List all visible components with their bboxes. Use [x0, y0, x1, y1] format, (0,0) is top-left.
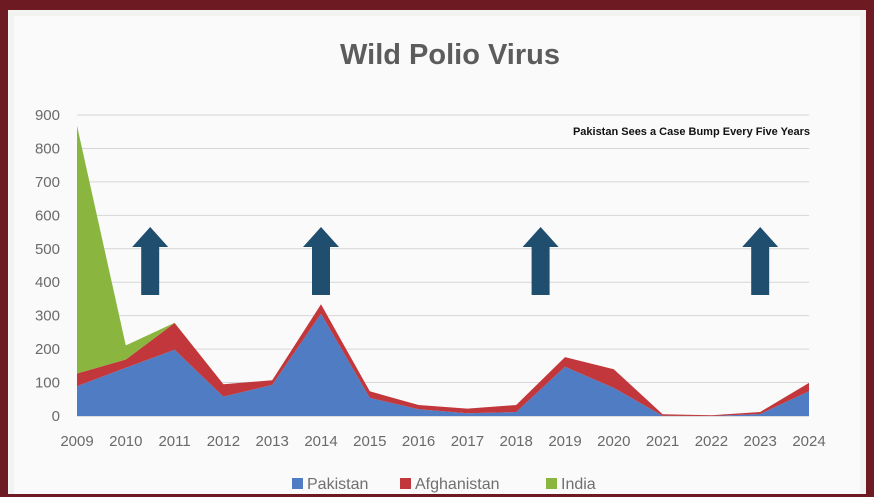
y-tick-label: 500: [35, 241, 60, 258]
x-tick-label: 2010: [109, 433, 142, 450]
x-tick-label: 2022: [695, 433, 728, 450]
y-tick-label: 0: [52, 408, 60, 425]
x-tick-label: 2014: [304, 433, 337, 450]
x-tick-label: 2015: [353, 433, 386, 450]
y-tick-label: 900: [35, 107, 60, 124]
y-tick-label: 100: [35, 375, 60, 392]
y-tick-label: 400: [35, 274, 60, 291]
x-tick-label: 2021: [646, 433, 679, 450]
x-tick-label: 2009: [60, 433, 93, 450]
up-arrow-icon: [742, 227, 779, 295]
up-arrow-icon: [303, 227, 339, 295]
chart-title: Wild Polio Virus: [340, 39, 560, 71]
x-tick-label: 2013: [256, 433, 289, 450]
chart-annotation: Pakistan Sees a Case Bump Every Five Yea…: [573, 126, 810, 138]
x-tick-label: 2023: [744, 433, 777, 450]
y-tick-label: 800: [35, 140, 60, 157]
legend-label-india: India: [561, 476, 596, 493]
y-tick-label: 700: [35, 174, 60, 191]
up-arrow-icon: [522, 227, 559, 295]
x-tick-label: 2018: [500, 433, 533, 450]
x-tick-label: 2020: [597, 433, 630, 450]
y-tick-label: 300: [35, 308, 60, 325]
area-series-afghanistan: [77, 304, 809, 416]
slide-frame: Wild Polio Virus Pakistan Sees a Case Bu…: [8, 10, 866, 494]
area-series-pakistan: [77, 313, 809, 416]
legend-swatch-india: [546, 478, 557, 489]
legend-label-afghanistan: Afghanistan: [415, 476, 500, 493]
x-tick-label: 2017: [451, 433, 484, 450]
polio-chart: Wild Polio Virus Pakistan Sees a Case Bu…: [35, 39, 826, 493]
legend-swatch-pakistan: [292, 478, 303, 489]
legend-swatch-afghanistan: [400, 478, 411, 489]
x-tick-label: 2012: [207, 433, 240, 450]
y-tick-label: 600: [35, 207, 60, 224]
x-tick-label: 2019: [548, 433, 581, 450]
x-tick-label: 2024: [792, 433, 825, 450]
x-tick-label: 2016: [402, 433, 435, 450]
y-tick-label: 200: [35, 341, 60, 358]
x-tick-label: 2011: [158, 433, 190, 450]
up-arrow-icon: [132, 227, 169, 295]
slide: Wild Polio Virus Pakistan Sees a Case Bu…: [14, 16, 860, 494]
legend-label-pakistan: Pakistan: [307, 476, 368, 493]
